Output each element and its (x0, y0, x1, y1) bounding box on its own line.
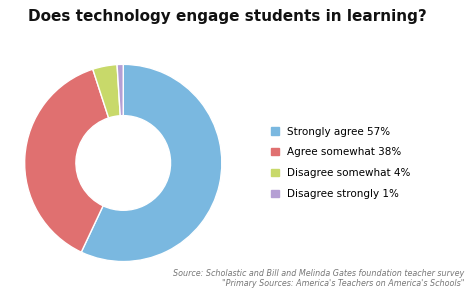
Text: Does technology engage students in learning?: Does technology engage students in learn… (28, 9, 427, 24)
Wedge shape (117, 64, 123, 116)
Legend: Strongly agree 57%, Agree somewhat 38%, Disagree somewhat 4%, Disagree strongly : Strongly agree 57%, Agree somewhat 38%, … (272, 127, 410, 199)
Wedge shape (81, 64, 222, 262)
Wedge shape (25, 69, 109, 252)
Text: Source: Scholastic and Bill and Melinda Gates foundation teacher survey
"Primary: Source: Scholastic and Bill and Melinda … (173, 269, 465, 288)
Wedge shape (93, 65, 120, 118)
